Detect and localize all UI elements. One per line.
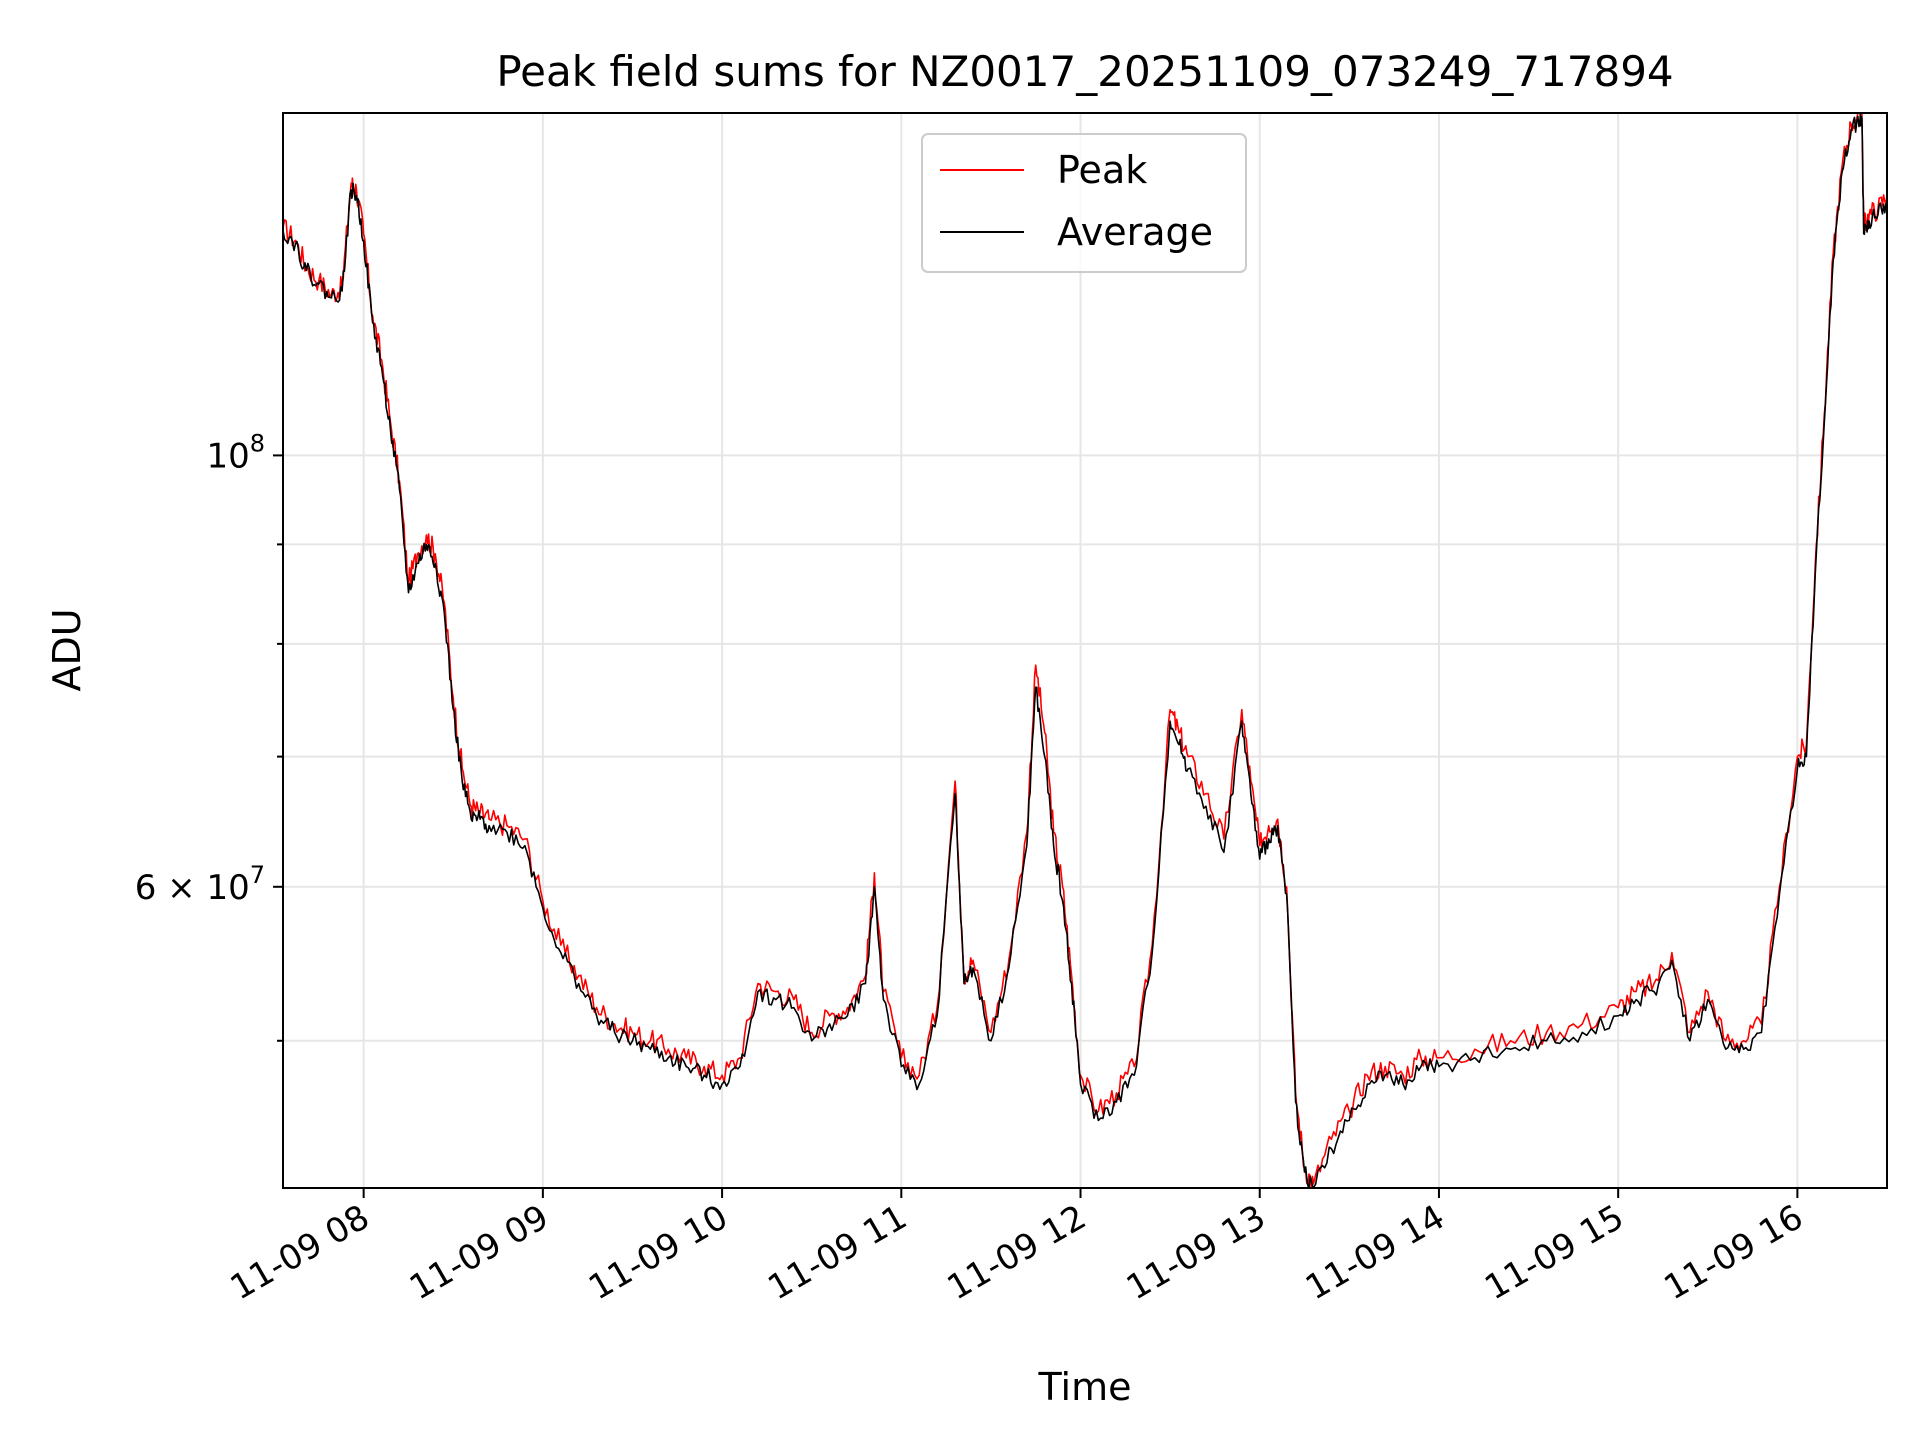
- series-layer: [282, 112, 1888, 1189]
- y-tick-label: 6 × 107: [135, 861, 265, 908]
- legend: Peak Average: [921, 133, 1247, 273]
- plot-frame: [282, 112, 1888, 1189]
- series-line-average: [282, 112, 1888, 1189]
- legend-box: [921, 133, 1247, 273]
- y-tick-label: 108: [206, 429, 265, 476]
- legend-label-average: Average: [1057, 210, 1213, 254]
- y-axis-label: ADU: [45, 608, 89, 691]
- grid: [283, 113, 1887, 1188]
- x-axis-label: Time: [1038, 1365, 1132, 1409]
- legend-label-peak: Peak: [1057, 148, 1147, 192]
- chart-title: Peak field sums for NZ0017_20251109_0732…: [496, 47, 1673, 96]
